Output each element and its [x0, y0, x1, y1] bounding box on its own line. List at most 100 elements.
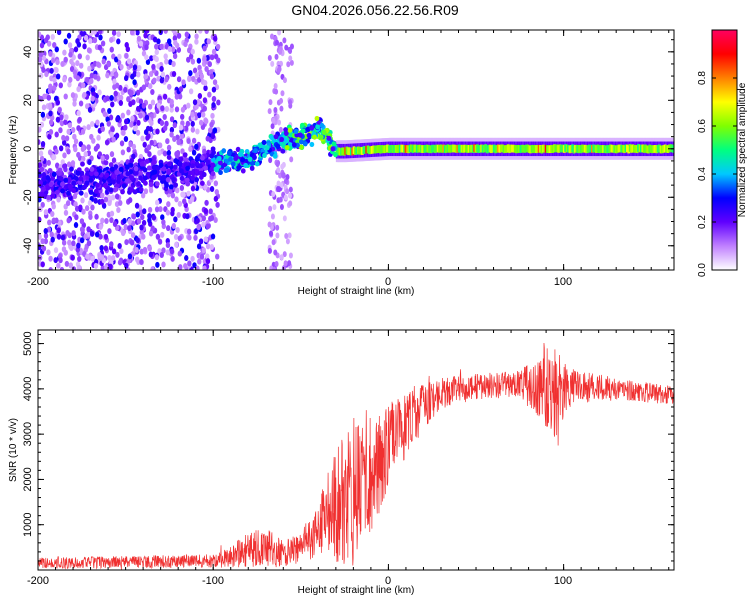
ridge-blob [293, 128, 299, 135]
noise-dot [81, 208, 86, 215]
noise-dot [93, 73, 98, 80]
noise-dot [205, 135, 210, 142]
ridge-core [457, 144, 461, 153]
top-xlabel: Height of straight line (km) [298, 286, 415, 297]
noise-dot [107, 200, 112, 207]
ridge-core [647, 145, 650, 154]
top-xtick-label: 100 [554, 276, 572, 288]
noise-dot [173, 216, 178, 223]
ridge-core [365, 145, 368, 154]
ridge-core [624, 144, 628, 153]
ridge-core [345, 146, 349, 155]
noise-dot [214, 188, 219, 195]
noise-dot [48, 83, 53, 90]
noise-dot [96, 134, 101, 141]
noise-dot [66, 32, 72, 39]
ridge-blob [243, 162, 249, 169]
bottom-ytick-label: 3000 [22, 422, 34, 446]
ridge-core [477, 145, 481, 154]
bottom-xlabel: Height of straight line (km) [298, 585, 415, 596]
ridge-core [595, 145, 598, 154]
noise-dot [111, 248, 117, 255]
ridge-blob [173, 158, 179, 164]
ridge-blob [190, 163, 195, 169]
ridge-core [422, 145, 426, 153]
ridge-blob [171, 176, 177, 183]
ridge-core [555, 144, 559, 153]
noise-dot [154, 254, 160, 261]
ridge-blob [128, 162, 134, 168]
noise-dot [77, 53, 83, 60]
noise-dot [287, 232, 292, 239]
noise-dot [104, 264, 109, 270]
noise-dot [134, 202, 140, 209]
noise-dot [188, 88, 194, 95]
noise-dot [131, 143, 137, 150]
noise-dot [124, 41, 129, 48]
noise-dot [197, 258, 202, 265]
top-ytick-label: -40 [22, 238, 34, 254]
noise-dot [91, 137, 96, 144]
noise-dot [112, 220, 118, 227]
ridge-blob [194, 177, 200, 183]
noise-dot [161, 247, 166, 254]
noise-dot [99, 244, 104, 251]
noise-dot [164, 58, 169, 65]
noise-dot [126, 96, 131, 103]
noise-dot [203, 207, 209, 214]
ridge-core [565, 144, 569, 153]
noise-dot [132, 79, 137, 86]
noise-dot [136, 71, 141, 78]
ridge-core [362, 146, 366, 154]
ridge-core [443, 145, 447, 154]
ridge-blob [289, 137, 294, 144]
noise-dot [165, 249, 171, 256]
noise-dot [110, 194, 116, 201]
noise-dot [168, 188, 173, 195]
ridge-core [335, 147, 339, 156]
noise-dot [176, 32, 182, 39]
noise-dot [139, 259, 144, 266]
noise-dot [104, 154, 110, 161]
ridge-blob [288, 132, 294, 138]
noise-dot [38, 233, 42, 240]
noise-dot [50, 236, 55, 243]
noise-dot [176, 212, 181, 219]
noise-dot [85, 54, 90, 61]
noise-dot [132, 125, 138, 132]
noise-dot [160, 105, 165, 112]
ridge-blob [68, 166, 74, 172]
noise-dot [114, 132, 120, 139]
ridge-core [338, 147, 342, 156]
noise-dot [279, 97, 284, 104]
noise-dot [209, 185, 215, 192]
noise-dot [50, 33, 55, 40]
noise-dot [193, 234, 198, 241]
noise-dot [43, 232, 49, 239]
ridge-blob [261, 139, 267, 146]
noise-dot [76, 151, 81, 158]
noise-dot [63, 38, 68, 45]
ridge-blob [103, 160, 109, 166]
ridge-blob [194, 168, 199, 175]
ridge-core [506, 144, 510, 153]
noise-dot [92, 30, 97, 35]
noise-dot [131, 213, 137, 220]
ridge-blob [182, 152, 188, 158]
noise-dot [84, 205, 90, 212]
noise-dot [213, 216, 218, 223]
ridge-blob [226, 150, 232, 156]
noise-dot [161, 219, 166, 226]
noise-dot [82, 91, 87, 98]
noise-dot [286, 61, 291, 68]
ridge-core [355, 146, 359, 155]
ridge-core [504, 145, 507, 153]
noise-dot [122, 217, 127, 224]
ridge-blob [40, 186, 46, 193]
ridge-core [539, 144, 542, 153]
top-xtick-label: 0 [385, 276, 391, 288]
noise-dot [130, 232, 136, 239]
ridge-blob [111, 179, 116, 185]
noise-dot [285, 238, 290, 245]
noise-dot [62, 49, 67, 56]
